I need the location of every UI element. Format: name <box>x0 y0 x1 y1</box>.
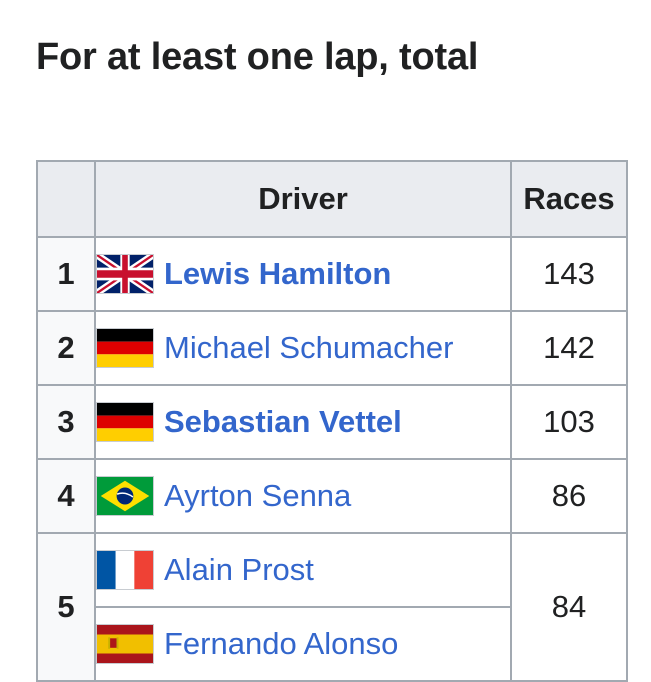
uk-flag-icon <box>96 254 154 294</box>
driver-link[interactable]: Michael Schumacher <box>164 330 454 365</box>
germany-flag-icon <box>96 402 154 442</box>
driver-cell: Ayrton Senna <box>94 458 512 534</box>
driver-cell: Michael Schumacher <box>94 310 512 386</box>
germany-flag-icon <box>96 328 154 368</box>
position-cell: 4 <box>36 458 96 534</box>
races-cell: 84 <box>510 532 628 682</box>
position-cell: 3 <box>36 384 96 460</box>
races-cell: 142 <box>510 310 628 386</box>
driver-cell: Fernando Alonso <box>94 606 512 682</box>
position-cell: 1 <box>36 236 96 312</box>
header-driver[interactable]: Driver <box>94 160 512 238</box>
driver-cell: Alain Prost <box>94 532 512 608</box>
table-row: 4 Ayrton Senna 86 <box>36 458 628 534</box>
table-row: 3 Sebastian Vettel 103 <box>36 384 628 460</box>
position-cell: 2 <box>36 310 96 386</box>
position-cell: 5 <box>36 532 96 682</box>
driver-link[interactable]: Ayrton Senna <box>164 478 352 513</box>
driver-cell: Lewis Hamilton <box>94 236 512 312</box>
brazil-flag-icon <box>96 476 154 516</box>
driver-link[interactable]: Fernando Alonso <box>164 626 399 661</box>
driver-link[interactable]: Lewis Hamilton <box>164 256 392 291</box>
header-races[interactable]: Races <box>510 160 628 238</box>
spain-flag-icon <box>96 624 154 664</box>
races-led-table: Driver Races 1 Lewis Hamilton 143 <box>36 160 628 682</box>
table-row: Fernando Alonso <box>37 606 627 682</box>
driver-link[interactable]: Alain Prost <box>164 552 314 587</box>
driver-cell: Sebastian Vettel <box>94 384 512 460</box>
races-cell: 143 <box>510 236 628 312</box>
driver-link[interactable]: Sebastian Vettel <box>164 404 402 439</box>
section-heading: For at least one lap, total <box>36 36 479 78</box>
header-position <box>36 160 96 238</box>
races-cell: 86 <box>510 458 628 534</box>
table-header-row: Driver Races <box>36 160 628 238</box>
table-row: 2 Michael Schumacher 142 <box>36 310 628 386</box>
table-row: 1 Lewis Hamilton 143 <box>36 236 628 312</box>
table-row: 5 Alain Prost 84 <box>36 532 628 682</box>
france-flag-icon <box>96 550 154 590</box>
races-cell: 103 <box>510 384 628 460</box>
